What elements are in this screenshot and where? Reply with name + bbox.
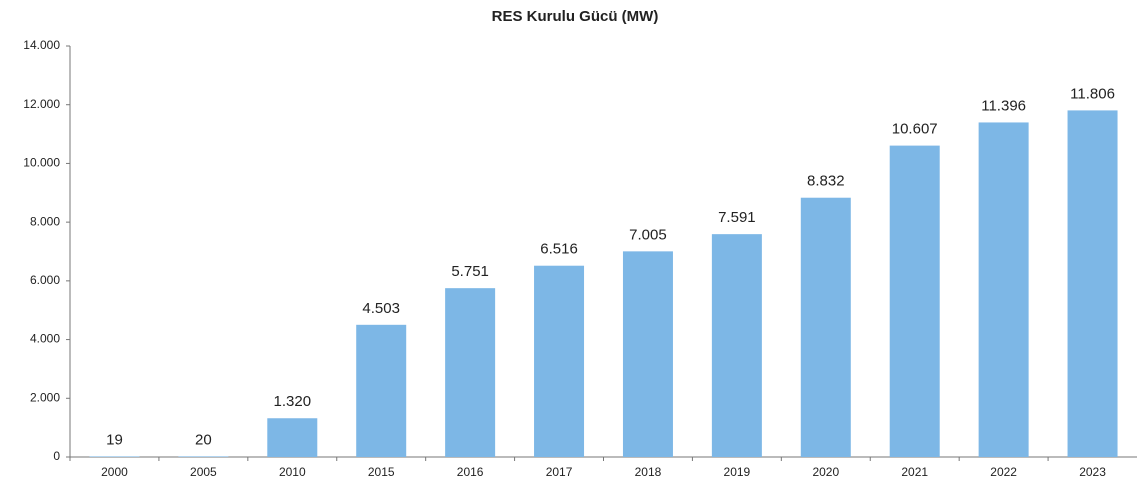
value-label: 8.832 [807,173,845,190]
bar [622,251,673,457]
x-tick-label: 2018 [635,465,662,479]
x-tick-label: 2021 [901,465,928,479]
chart-title: RES Kurulu Gücü (MW) [492,8,659,25]
value-label: 7.591 [718,209,756,226]
x-tick-label: 2005 [190,465,217,479]
y-tick-label: 2.000 [30,390,60,404]
y-tick-label: 0 [53,449,60,463]
x-tick-label: 2020 [812,465,839,479]
value-label: 20 [195,431,212,448]
bar [178,456,229,457]
y-tick-label: 6.000 [30,273,60,287]
bar [445,288,496,457]
bar [1067,110,1118,457]
x-tick-label: 2019 [724,465,751,479]
y-tick-label: 14.000 [23,38,60,52]
y-tick-label: 8.000 [30,214,60,228]
x-tick-label: 2016 [457,465,484,479]
bar [89,456,140,457]
bar [889,145,940,458]
bar [267,418,318,457]
value-label: 11.396 [981,97,1026,114]
x-tick-label: 2017 [546,465,573,479]
bar [800,197,851,457]
x-tick-label: 2000 [101,465,128,479]
value-label: 19 [106,431,123,448]
value-label: 5.751 [451,263,489,280]
value-label: 10.607 [892,121,938,138]
value-label: 6.516 [540,241,578,258]
bar [711,234,762,457]
value-label: 7.005 [629,226,667,243]
bar [978,122,1029,458]
x-tick-label: 2010 [279,465,306,479]
y-tick-label: 12.000 [23,97,60,111]
x-tick-label: 2015 [368,465,395,479]
bar [534,265,585,457]
x-tick-label: 2022 [990,465,1017,479]
y-tick-label: 4.000 [30,332,60,346]
value-label: 11.806 [1070,85,1115,102]
value-label: 1.320 [274,393,312,410]
y-tick-label: 10.000 [23,156,60,170]
bar [356,324,407,457]
value-label: 4.503 [362,300,400,317]
x-tick-label: 2023 [1079,465,1106,479]
